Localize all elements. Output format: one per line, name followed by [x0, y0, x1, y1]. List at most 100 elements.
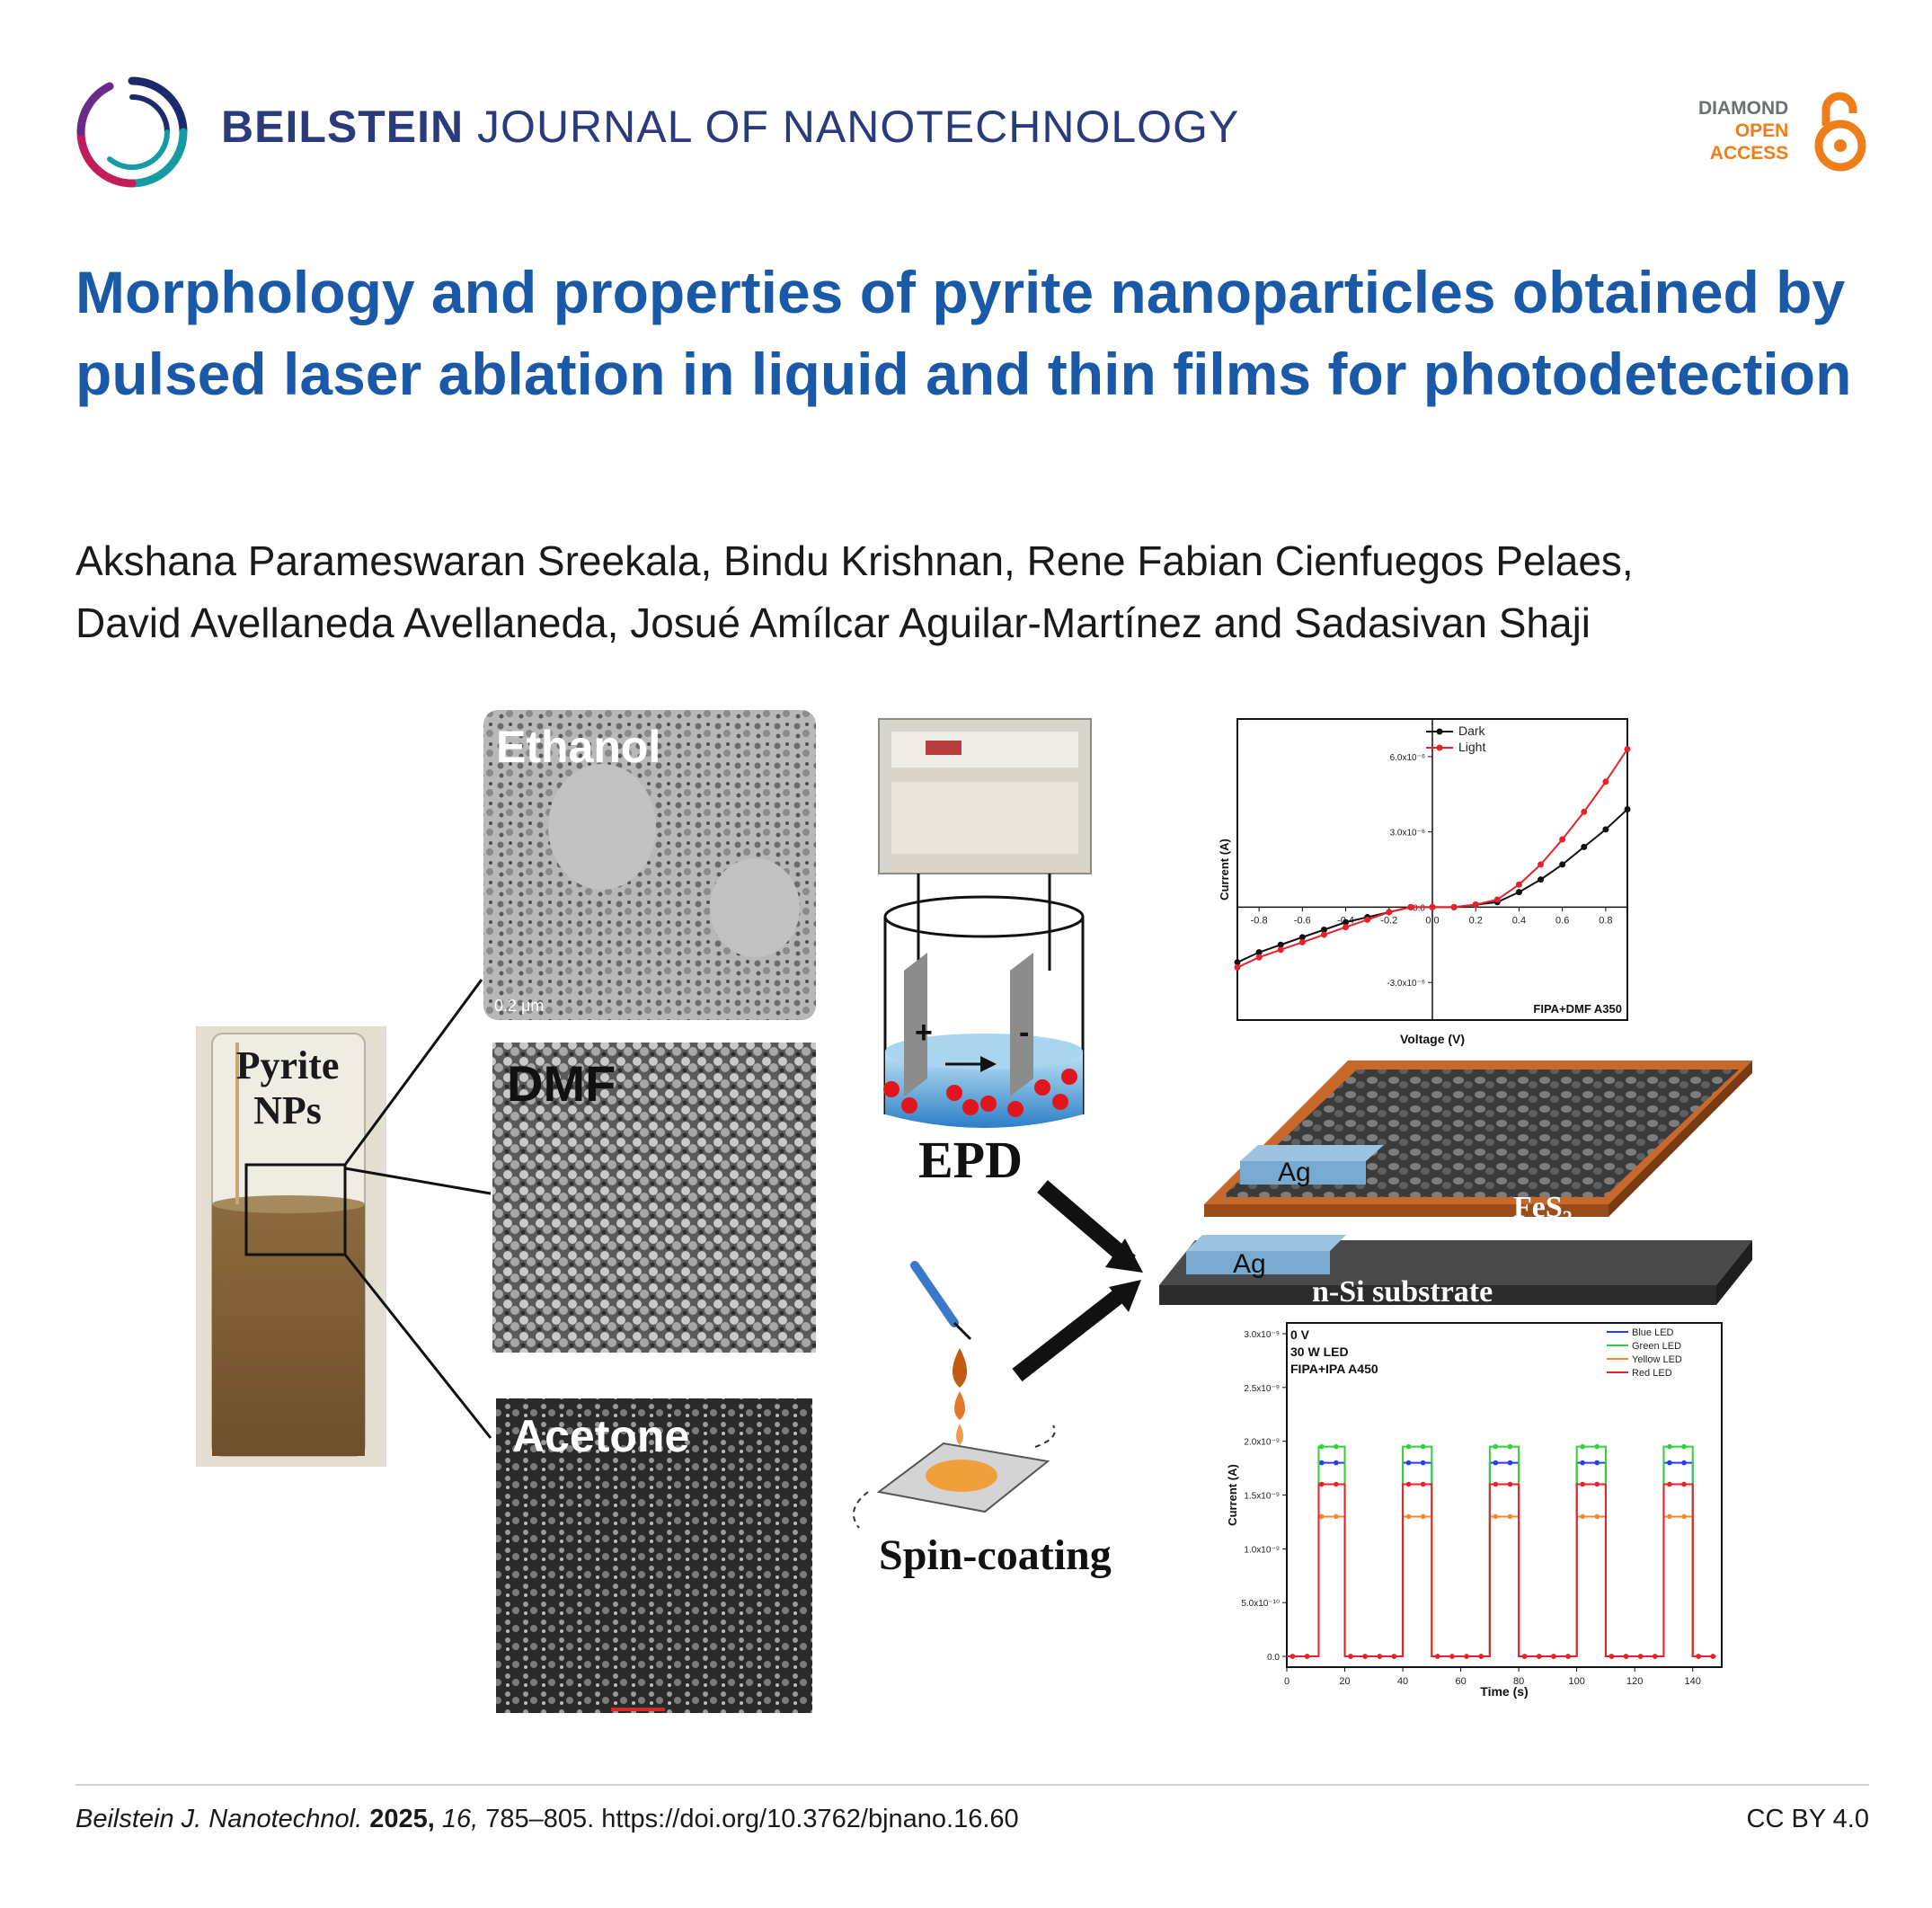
- iv-data-point: [1343, 919, 1350, 926]
- fes2-label: FeS2: [1513, 1191, 1573, 1229]
- tr-data-point: [1681, 1460, 1687, 1466]
- tr-data-point: [1405, 1513, 1412, 1520]
- tr-legend-label: Green LED: [1632, 1341, 1681, 1352]
- tr-annotation-line: 30 W LED: [1290, 1344, 1349, 1359]
- iv-data-point: [1624, 746, 1631, 752]
- iv-x-tick-label: 0.2: [1469, 915, 1483, 926]
- iv-annotation: FIPA+DMF A350: [1533, 1002, 1622, 1016]
- tr-x-axis-label: Time (s): [1480, 1684, 1528, 1699]
- journal-name-rest: JOURNAL OF NANOTECHNOLOGY: [477, 102, 1240, 152]
- tr-data-point: [1507, 1443, 1513, 1450]
- iv-data-point: [1234, 959, 1241, 966]
- graphical-abstract: Pyrite NPs Ethanol 0.2 μm DMF Acetone: [196, 710, 1752, 1713]
- tr-data-point: [1696, 1654, 1701, 1659]
- citation-year: 2025,: [369, 1805, 435, 1833]
- vial-label-pyrite: Pyrite: [236, 1043, 340, 1087]
- iv-data-point: [1234, 963, 1241, 971]
- authors-line-1: Akshana Parameswaran Sreekala, Bindu Kri…: [75, 537, 1634, 584]
- tr-data-point: [1507, 1481, 1513, 1487]
- spin-coating-setup: Spin-coating: [852, 1261, 1112, 1579]
- tr-x-tick-label: 140: [1685, 1676, 1701, 1687]
- iv-data-point: [1581, 808, 1588, 815]
- tr-x-tick-label: 20: [1339, 1676, 1350, 1687]
- ag-label-top: Ag: [1278, 1158, 1311, 1187]
- tr-data-point: [1420, 1513, 1426, 1520]
- tr-data-point: [1318, 1481, 1325, 1487]
- tr-data-point: [1434, 1654, 1440, 1659]
- iv-chart: -0.8-0.6-0.4-0.20.00.20.40.60.8-3.0x10⁻⁶…: [1218, 718, 1631, 1046]
- iv-legend-marker: [1436, 728, 1443, 735]
- tr-y-axis-label: Current (A): [1226, 1464, 1239, 1526]
- tr-data-point: [1493, 1443, 1499, 1450]
- tr-y-tick-label: 5.0x10⁻¹⁰: [1241, 1599, 1280, 1609]
- fes2-label-text: FeS: [1513, 1191, 1563, 1224]
- tr-data-point: [1667, 1481, 1672, 1487]
- tr-data-point: [1318, 1443, 1325, 1450]
- license: CC BY 4.0: [1746, 1805, 1869, 1833]
- oa-line-access: ACCESS: [1709, 143, 1789, 164]
- oa-line-diamond: DIAMOND: [1698, 98, 1789, 119]
- tr-data-point: [1580, 1443, 1585, 1450]
- tr-data-point: [1580, 1481, 1585, 1487]
- iv-data-point: [1298, 934, 1306, 941]
- authors-line-2: David Avellaneda Avellaneda, Josué Amílc…: [75, 599, 1591, 646]
- iv-data-point: [1320, 927, 1327, 933]
- journal-name: BEILSTEIN JOURNAL OF NANOTECHNOLOGY: [221, 101, 1239, 153]
- device-schematic: Ag Ag FeS2 n-Si substrate: [1159, 1060, 1752, 1309]
- iv-data-point: [1255, 949, 1263, 956]
- arrow-epd-to-device: [1037, 1180, 1136, 1268]
- citation: Beilstein J. Nanotechnol. 2025, 16, 785–…: [75, 1805, 1019, 1834]
- article-title: Morphology and properties of pyrite nano…: [75, 259, 1852, 407]
- tr-annotation-line: 0 V: [1290, 1327, 1310, 1342]
- journal-name-bold: BEILSTEIN: [221, 102, 465, 152]
- tr-data-point: [1507, 1513, 1513, 1520]
- tr-data-point: [1681, 1443, 1687, 1450]
- epd-label: EPD: [918, 1131, 1023, 1189]
- tr-data-point: [1493, 1460, 1499, 1466]
- tr-y-tick-label: 3.0x10⁻⁹: [1244, 1330, 1280, 1340]
- tr-data-point: [1420, 1460, 1426, 1466]
- iv-y-tick-label: 3.0x10⁻⁶: [1390, 829, 1425, 839]
- tr-plot-frame: [1286, 1322, 1723, 1668]
- tr-data-point: [1594, 1443, 1600, 1450]
- tr-x-tick-label: 60: [1455, 1676, 1466, 1687]
- tr-data-point: [1493, 1513, 1499, 1520]
- panel-label-ethanol: Ethanol: [496, 722, 660, 772]
- iv-data-point: [1493, 896, 1501, 903]
- tr-data-point: [1405, 1460, 1412, 1466]
- tr-x-tick-label: 0: [1284, 1676, 1289, 1687]
- tr-data-point: [1362, 1654, 1368, 1659]
- tr-data-point: [1507, 1460, 1513, 1466]
- tr-y-tick-label: 1.0x10⁻⁹: [1244, 1545, 1280, 1555]
- author-list: Akshana Parameswaran Sreekala, Bindu Kri…: [75, 530, 1873, 654]
- tr-x-tick-label: 120: [1626, 1676, 1643, 1687]
- tr-x-tick-label: 40: [1397, 1676, 1408, 1687]
- tr-data-point: [1667, 1443, 1672, 1450]
- arrow-spin-to-device: [1012, 1285, 1129, 1382]
- micrograph-ethanol: Ethanol 0.2 μm: [483, 710, 816, 1020]
- iv-data-point: [1450, 903, 1458, 910]
- journal-logo: [76, 76, 188, 188]
- iv-legend-marker: [1436, 744, 1443, 751]
- iv-x-axis-label: Voltage (V): [1400, 1032, 1465, 1046]
- tr-data-point: [1318, 1513, 1325, 1520]
- tr-data-point: [1594, 1460, 1600, 1466]
- tr-legend-label: Red LED: [1632, 1368, 1672, 1379]
- tr-data-point: [1318, 1460, 1325, 1466]
- iv-data-point: [1515, 881, 1522, 888]
- tr-legend-label: Blue LED: [1632, 1327, 1674, 1338]
- tr-data-point: [1551, 1654, 1556, 1659]
- tr-data-point: [1405, 1481, 1412, 1487]
- tr-data-point: [1334, 1513, 1339, 1520]
- tr-data-point: [1623, 1654, 1629, 1659]
- iv-x-tick-label: 0.8: [1599, 915, 1612, 926]
- tr-data-point: [1348, 1654, 1353, 1659]
- iv-y-tick-label: 6.0x10⁻⁶: [1390, 753, 1425, 763]
- tr-data-point: [1478, 1654, 1484, 1659]
- tr-data-point: [1594, 1481, 1600, 1487]
- iv-legend-label: Dark: [1458, 723, 1486, 738]
- zoom-line-ethanol: [343, 979, 483, 1166]
- iv-data-point: [1559, 861, 1566, 868]
- tr-data-point: [1710, 1654, 1716, 1659]
- tr-y-tick-label: 1.5x10⁻⁹: [1244, 1492, 1280, 1502]
